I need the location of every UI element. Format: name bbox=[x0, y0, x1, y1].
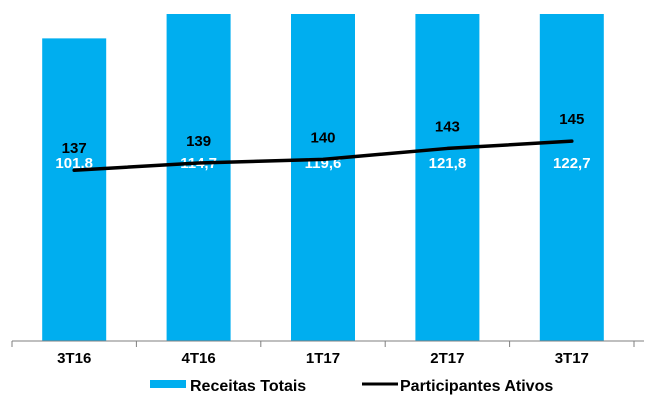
bar-1T17 bbox=[291, 14, 355, 341]
bar-label-2T17: 121,8 bbox=[429, 155, 467, 172]
line-label-3T16: 137 bbox=[62, 140, 87, 157]
legend-swatch-receitas-totais bbox=[150, 380, 186, 388]
x-tick-label-3T16: 3T16 bbox=[57, 350, 91, 367]
bar-label-3T17: 122,7 bbox=[553, 155, 591, 172]
line-series-participantes-ativos: 137 139 140 143 145 bbox=[62, 111, 584, 172]
line-label-1T17: 140 bbox=[310, 129, 335, 146]
bar-3T17 bbox=[539, 14, 604, 341]
bar-4T16 bbox=[166, 14, 231, 341]
line-label-4T16: 139 bbox=[186, 133, 211, 150]
line-label-3T17: 145 bbox=[559, 111, 584, 128]
x-tick-label-3T17: 3T17 bbox=[555, 350, 589, 367]
legend-label-receitas-totais: Receitas Totais bbox=[190, 378, 306, 395]
line-path-participantes-ativos bbox=[72, 139, 574, 172]
line-label-2T17: 143 bbox=[435, 118, 460, 135]
bar-series-receitas-totais: 101,8 114,7 119,6 121,8 122,7 bbox=[42, 14, 604, 341]
x-tick-label-1T17: 1T17 bbox=[306, 350, 340, 367]
bar-label-3T16: 101,8 bbox=[55, 155, 93, 172]
bar-3T16 bbox=[42, 38, 107, 341]
legend-label-participantes-ativos: Participantes Ativos bbox=[400, 378, 553, 395]
x-tick-label-2T17: 2T17 bbox=[430, 350, 464, 367]
bar-2T17 bbox=[415, 14, 480, 341]
x-axis: 3T16 4T16 1T17 2T17 3T17 bbox=[11, 340, 644, 367]
x-tick-label-4T16: 4T16 bbox=[181, 350, 215, 367]
legend: Receitas Totais Participantes Ativos bbox=[150, 378, 553, 395]
